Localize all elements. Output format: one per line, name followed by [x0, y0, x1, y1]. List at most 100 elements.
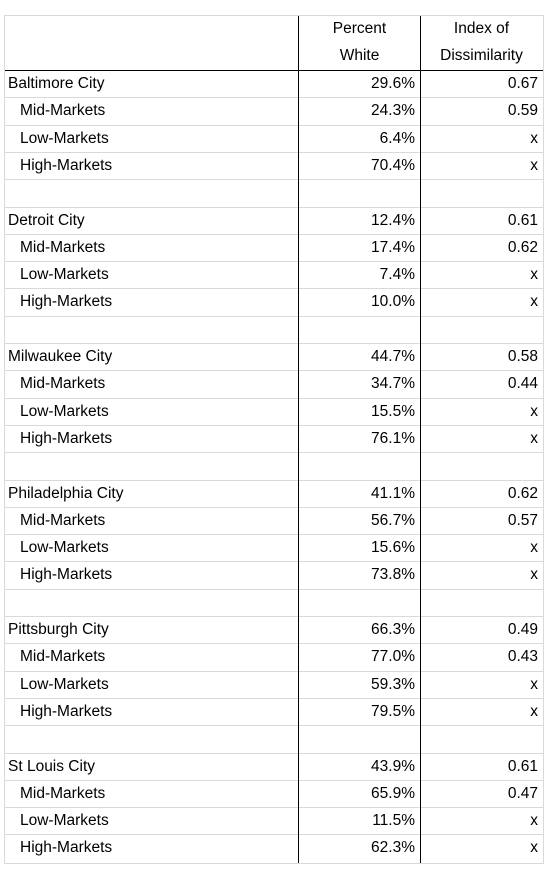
header-divider: [4, 70, 543, 71]
row-label: High-Markets: [20, 566, 113, 584]
percent-white-cell: 6.4%: [379, 129, 415, 147]
row-divider: [4, 807, 543, 809]
table-row: High-Markets 62.3% x: [4, 834, 543, 861]
row-label: Philadelphia City: [8, 484, 124, 502]
spacer-row: [4, 179, 543, 206]
row-label: High-Markets: [20, 156, 113, 174]
dissimilarity-index-cell: 0.58: [507, 348, 538, 365]
row-divider: [4, 616, 543, 617]
table-row: St Louis City 43.9% 0.61: [4, 753, 543, 780]
row-divider: [4, 261, 543, 263]
row-divider: [4, 779, 543, 781]
data-table: Percent White Index of Dissimilarity Bal…: [4, 15, 544, 864]
percent-white-cell: [299, 179, 415, 206]
header-percent-white-line1: Percent: [332, 20, 387, 37]
row-divider: [4, 588, 543, 590]
row-label: Low-Markets: [20, 402, 109, 420]
percent-white-cell: 12.4%: [371, 211, 415, 229]
table-row: Mid-Markets 65.9% 0.47: [4, 780, 543, 807]
row-label: Low-Markets: [20, 266, 109, 284]
row-label: [8, 589, 294, 616]
column-divider-label: [298, 15, 299, 863]
row-divider: [4, 343, 543, 344]
column-divider-percent: [420, 15, 421, 863]
row-divider: [4, 561, 543, 563]
dissimilarity-index-cell: x: [530, 566, 538, 584]
dissimilarity-index-cell: x: [530, 402, 538, 420]
percent-white-cell: [299, 725, 415, 752]
dissimilarity-index-cell: 0.62: [507, 238, 538, 256]
dissimilarity-index-cell: x: [530, 429, 538, 447]
table-row: Mid-Markets 24.3% 0.59: [4, 97, 543, 124]
row-divider: [4, 233, 543, 235]
table-row: Mid-Markets 77.0% 0.43: [4, 643, 543, 670]
table-row: Philadelphia City 41.1% 0.62: [4, 480, 543, 507]
percent-white-cell: 43.9%: [371, 757, 415, 775]
row-label: Milwaukee City: [8, 348, 113, 365]
percent-white-cell: [299, 316, 415, 343]
row-divider: [4, 206, 543, 208]
row-divider: [4, 752, 543, 754]
percent-white-cell: 7.4%: [379, 266, 415, 284]
percent-white-cell: 15.5%: [371, 402, 415, 420]
row-label: Detroit City: [8, 211, 85, 229]
row-divider: [4, 424, 543, 426]
row-divider: [4, 834, 543, 836]
percent-white-cell: 17.4%: [371, 238, 415, 256]
dissimilarity-index-cell: 0.62: [507, 484, 538, 502]
table-row: Detroit City 12.4% 0.61: [4, 207, 543, 234]
table-row: Milwaukee City 44.7% 0.58: [4, 343, 543, 370]
header-percent-white-line2: White: [339, 47, 380, 64]
table-row: Mid-Markets 56.7% 0.57: [4, 507, 543, 534]
row-label: High-Markets: [20, 293, 113, 311]
dissimilarity-index-cell: x: [530, 675, 538, 693]
row-label: Mid-Markets: [20, 238, 106, 256]
dissimilarity-index-cell: x: [530, 839, 538, 857]
row-divider: [4, 315, 543, 317]
percent-white-cell: 10.0%: [371, 293, 415, 311]
dissimilarity-index-cell: 0.61: [507, 211, 538, 229]
dissimilarity-index-cell: 0.43: [507, 648, 538, 666]
percent-white-cell: 66.3%: [371, 621, 415, 638]
row-divider: [4, 725, 543, 727]
row-label: Baltimore City: [8, 75, 105, 92]
row-label: High-Markets: [20, 702, 113, 720]
row-label: Low-Markets: [20, 129, 109, 147]
dissimilarity-index-cell: x: [530, 702, 538, 720]
percent-white-cell: [299, 589, 415, 616]
row-label: Low-Markets: [20, 539, 109, 557]
row-divider: [4, 397, 543, 399]
percent-white-cell: 77.0%: [371, 648, 415, 666]
percent-white-cell: 41.1%: [371, 484, 415, 502]
table-row: High-Markets 10.0% x: [4, 288, 543, 315]
row-label: Mid-Markets: [20, 511, 106, 529]
row-label: St Louis City: [8, 757, 96, 775]
dissimilarity-index-cell: x: [530, 266, 538, 284]
table-row: Baltimore City 29.6% 0.67: [4, 70, 543, 97]
row-divider: [4, 452, 543, 454]
row-label: Pittsburgh City: [8, 621, 109, 638]
percent-white-cell: 15.6%: [371, 539, 415, 557]
header-index-line2: Dissimilarity: [440, 47, 523, 64]
dissimilarity-index-cell: 0.67: [507, 75, 538, 92]
percent-white-cell: 65.9%: [371, 784, 415, 802]
dissimilarity-index-cell: x: [530, 156, 538, 174]
table-row: Low-Markets 15.5% x: [4, 398, 543, 425]
row-divider: [4, 288, 543, 290]
row-divider: [4, 370, 543, 372]
dissimilarity-index-cell: 0.57: [507, 511, 538, 529]
row-label: [8, 725, 294, 752]
percent-white-cell: 73.8%: [371, 566, 415, 584]
row-label: Mid-Markets: [20, 102, 106, 120]
table-row: Mid-Markets 34.7% 0.44: [4, 370, 543, 397]
table-row: Low-Markets 11.5% x: [4, 807, 543, 834]
dissimilarity-index-cell: 0.44: [507, 375, 538, 393]
table-row: Low-Markets 59.3% x: [4, 671, 543, 698]
percent-white-cell: 34.7%: [371, 375, 415, 393]
header-percent-white: Percent White: [299, 15, 420, 70]
percent-white-cell: 79.5%: [371, 702, 415, 720]
table-row: Low-Markets 7.4% x: [4, 261, 543, 288]
header-index-of-dissimilarity: Index of Dissimilarity: [420, 15, 543, 70]
dissimilarity-index-cell: x: [530, 812, 538, 830]
row-divider: [4, 179, 543, 181]
